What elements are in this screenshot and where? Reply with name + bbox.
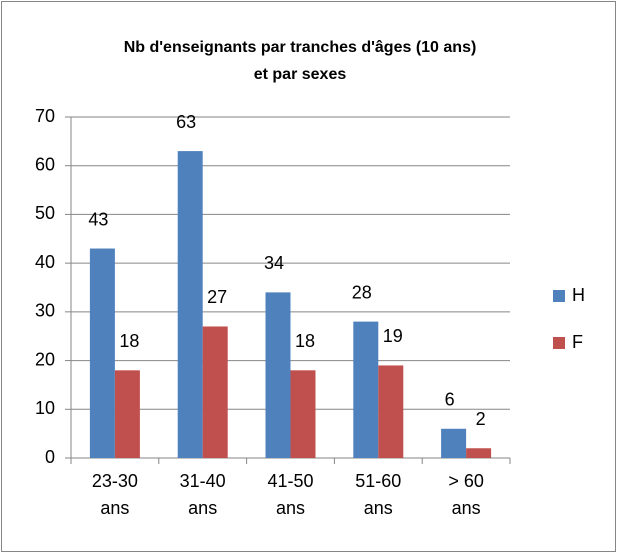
y-tick-label: 20 — [35, 349, 55, 369]
bar — [290, 370, 316, 458]
data-label: 19 — [383, 326, 403, 346]
y-tick-label: 40 — [35, 252, 55, 272]
y-tick-label: 70 — [35, 106, 55, 126]
y-tick-label: 0 — [45, 447, 55, 467]
chart-title: et par sexes — [254, 66, 347, 83]
y-tick-label: 30 — [35, 301, 55, 321]
y-tick-label: 10 — [35, 398, 55, 418]
data-label: 63 — [176, 112, 196, 132]
legend-swatch — [553, 337, 565, 349]
data-label: 28 — [352, 282, 372, 302]
y-tick-label: 60 — [35, 154, 55, 174]
bar — [265, 292, 291, 458]
data-label: 18 — [119, 331, 139, 351]
bar — [441, 428, 467, 458]
data-label: 2 — [476, 409, 486, 429]
x-tick-label: 51-60 ans — [355, 471, 402, 518]
data-label: 27 — [207, 287, 227, 307]
x-tick-label: > 60 ans — [448, 471, 484, 518]
legend-label: F — [572, 332, 583, 352]
data-label: 18 — [295, 331, 315, 351]
x-tick-label: 23-30 ans — [91, 471, 138, 518]
y-tick-label: 50 — [35, 203, 55, 223]
bar — [353, 321, 379, 458]
legend-label: H — [572, 285, 585, 305]
bar — [114, 370, 140, 458]
bar — [202, 326, 228, 458]
data-label: 6 — [445, 390, 455, 410]
bar — [89, 248, 115, 458]
bar — [466, 448, 492, 458]
data-label: 34 — [264, 253, 284, 273]
bar — [177, 151, 203, 458]
chart-title: Nb d'enseignants par tranches d'âges (10… — [124, 39, 477, 56]
data-label: 43 — [88, 209, 108, 229]
x-tick-label: 41-50 ans — [267, 471, 314, 518]
legend-swatch — [553, 290, 565, 302]
x-tick-label: 31-40 ans — [179, 471, 226, 518]
bar — [378, 365, 404, 458]
